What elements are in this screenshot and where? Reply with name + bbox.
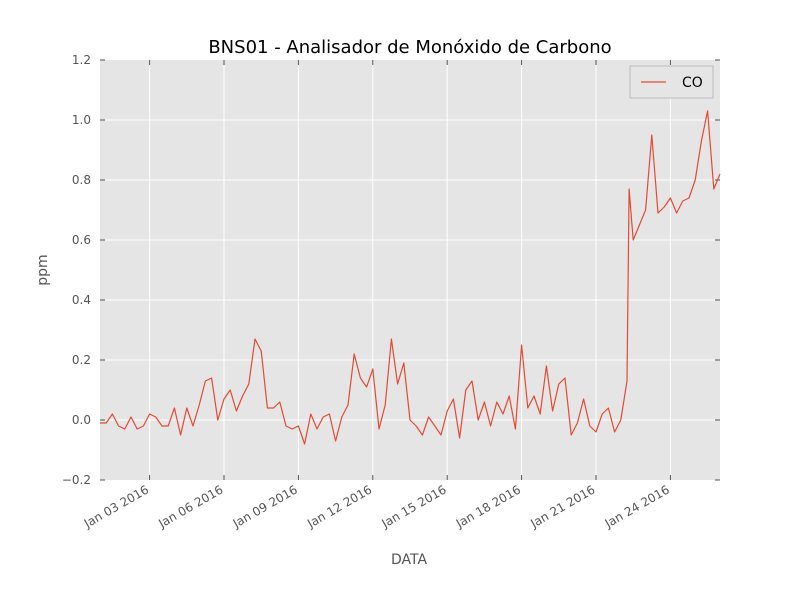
y-tick-label: 1.2: [72, 53, 91, 67]
y-tick-label: 1.0: [72, 113, 91, 127]
series-line-co: [100, 110, 721, 445]
x-axis-label: DATA: [391, 552, 427, 568]
y-tick-label: 0.4: [72, 293, 91, 307]
y-tick-label: 0.2: [72, 353, 91, 367]
plot-area: [100, 60, 720, 480]
series-layer: [100, 110, 721, 445]
y-tick-label: 0.0: [72, 413, 91, 427]
y-tick-label: 0.6: [72, 233, 91, 247]
chart-title: BNS01 - Analisador de Monóxido de Carbon…: [208, 37, 611, 58]
legend: CO: [629, 65, 714, 99]
y-axis-label: ppm: [35, 254, 51, 285]
y-tick-label: 0.8: [72, 173, 91, 187]
grid: [100, 60, 720, 480]
y-tick-label: −0.2: [62, 473, 91, 487]
legend-label-co: CO: [682, 75, 703, 91]
y-axis: −0.2 0.0 0.2 0.4 0.6 0.8 1.0 1.2: [62, 53, 720, 487]
